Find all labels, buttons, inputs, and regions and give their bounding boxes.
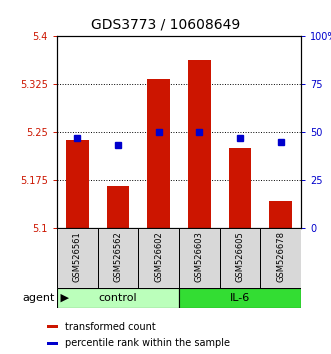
Text: GSM526678: GSM526678 bbox=[276, 231, 285, 282]
Text: GSM526605: GSM526605 bbox=[235, 232, 245, 282]
Text: agent: agent bbox=[23, 293, 55, 303]
Bar bbox=[269, 201, 292, 228]
Text: percentile rank within the sample: percentile rank within the sample bbox=[65, 338, 230, 348]
Text: ▶: ▶ bbox=[57, 293, 69, 303]
Bar bbox=[179, 288, 301, 308]
Bar bbox=[47, 342, 58, 345]
Text: IL-6: IL-6 bbox=[230, 293, 250, 303]
Bar bbox=[220, 228, 260, 288]
Text: GSM526561: GSM526561 bbox=[73, 232, 82, 282]
Bar bbox=[260, 228, 301, 288]
Bar bbox=[229, 148, 251, 228]
Bar bbox=[179, 228, 220, 288]
Bar bbox=[57, 228, 98, 288]
Text: GSM526562: GSM526562 bbox=[114, 232, 122, 282]
Bar bbox=[98, 228, 138, 288]
Bar bbox=[148, 79, 170, 228]
Text: GDS3773 / 10608649: GDS3773 / 10608649 bbox=[91, 18, 240, 32]
Text: transformed count: transformed count bbox=[65, 322, 156, 332]
Bar bbox=[188, 60, 211, 228]
Bar bbox=[57, 288, 179, 308]
Bar bbox=[47, 325, 58, 328]
Bar bbox=[138, 228, 179, 288]
Text: control: control bbox=[99, 293, 137, 303]
Text: GSM526603: GSM526603 bbox=[195, 232, 204, 282]
Bar bbox=[107, 187, 129, 228]
Text: GSM526602: GSM526602 bbox=[154, 232, 163, 282]
Bar bbox=[66, 140, 88, 228]
